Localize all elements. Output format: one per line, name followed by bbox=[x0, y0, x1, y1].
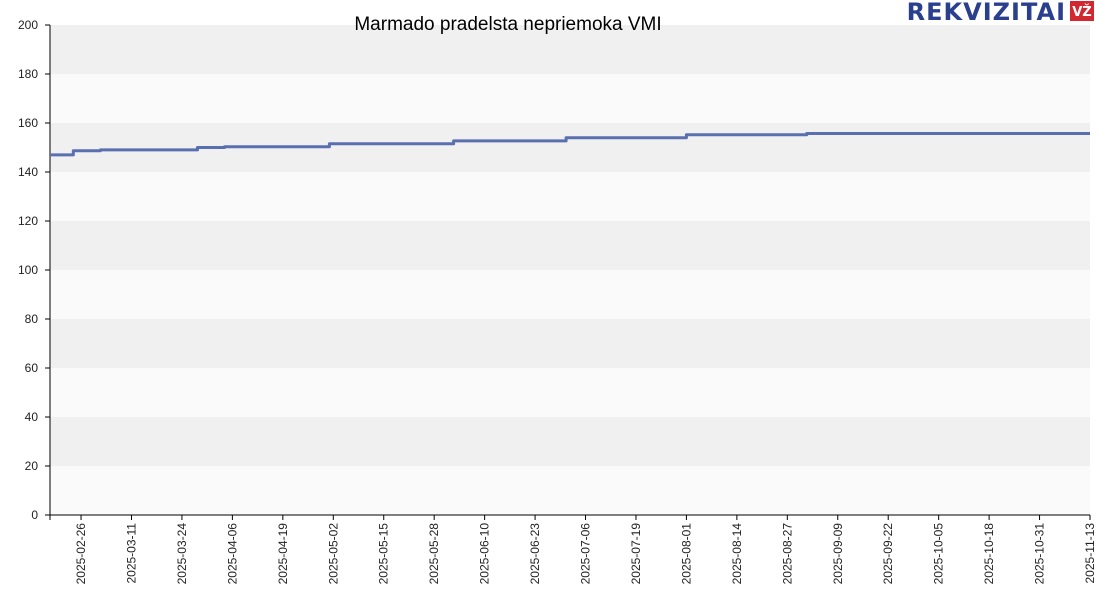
x-tick-label: 2025-03-11 bbox=[124, 523, 138, 584]
y-tick-label: 160 bbox=[18, 116, 38, 130]
grid-band bbox=[50, 466, 1090, 515]
grid-band bbox=[50, 368, 1090, 417]
x-axis-ticks: 2025-02-26 2025-03-11 2025-03-24 2025-04-06… bbox=[74, 515, 1097, 584]
x-tick-label: 2025-08-01 bbox=[679, 523, 693, 585]
y-tick-label: 140 bbox=[18, 165, 38, 179]
x-tick-label: 2025-09-09 bbox=[831, 523, 845, 585]
x-tick-label: 2025-11-13 bbox=[1083, 523, 1097, 584]
grid-band bbox=[50, 270, 1090, 319]
y-tick-label: 20 bbox=[25, 459, 39, 473]
x-tick-label: 2025-03-24 bbox=[175, 523, 189, 585]
x-tick-label: 2025-05-15 bbox=[377, 523, 391, 585]
y-axis-ticks: 0 20 40 60 80 100 120 140 160 180 200 bbox=[18, 18, 50, 522]
x-tick-label: 2025-05-02 bbox=[326, 523, 340, 585]
x-tick-label: 2025-09-22 bbox=[881, 523, 895, 585]
y-tick-label: 0 bbox=[31, 508, 38, 522]
brand-logo-text: REKVIZITAI bbox=[907, 0, 1066, 26]
grid-band bbox=[50, 172, 1090, 221]
x-tick-label: 2025-10-31 bbox=[1033, 523, 1047, 585]
x-tick-label: 2025-04-06 bbox=[225, 523, 239, 585]
x-tick-label: 2025-04-19 bbox=[276, 523, 290, 585]
y-tick-label: 180 bbox=[18, 67, 38, 81]
grid-band bbox=[50, 319, 1090, 368]
y-tick-label: 120 bbox=[18, 214, 38, 228]
y-tick-label: 40 bbox=[25, 410, 39, 424]
brand-logo[interactable]: REKVIZITAI VŽ bbox=[907, 0, 1094, 26]
series-line bbox=[50, 132, 1090, 157]
x-tick-label: 2025-07-06 bbox=[579, 523, 593, 585]
y-tick-label: 80 bbox=[25, 312, 39, 326]
grid-band bbox=[50, 74, 1090, 123]
x-tick-label: 2025-06-10 bbox=[478, 523, 492, 585]
y-tick-label: 60 bbox=[25, 361, 39, 375]
x-tick-label: 2025-06-23 bbox=[528, 523, 542, 585]
brand-logo-badge bbox=[1070, 1, 1094, 21]
y-tick-label: 200 bbox=[18, 18, 38, 32]
x-tick-label: 2025-07-19 bbox=[629, 523, 643, 585]
x-tick-label: 2025-10-05 bbox=[932, 523, 946, 585]
brand-logo-badge-text: VŽ bbox=[1072, 4, 1092, 20]
series-layer bbox=[50, 132, 1090, 157]
grid-band bbox=[50, 221, 1090, 270]
grid-band bbox=[50, 25, 1090, 74]
grid-band bbox=[50, 417, 1090, 466]
x-tick-label: 2025-05-28 bbox=[427, 523, 441, 585]
x-tick-label: 2025-02-26 bbox=[74, 523, 88, 585]
y-tick-label: 100 bbox=[18, 263, 38, 277]
plot-background-bands bbox=[50, 25, 1090, 515]
x-tick-label: 2025-08-14 bbox=[730, 523, 744, 585]
chart-title: Marmado pradelsta nepriemoka VMI bbox=[354, 14, 661, 35]
x-tick-label: 2025-10-18 bbox=[982, 523, 996, 585]
x-tick-label: 2025-08-27 bbox=[780, 523, 794, 585]
